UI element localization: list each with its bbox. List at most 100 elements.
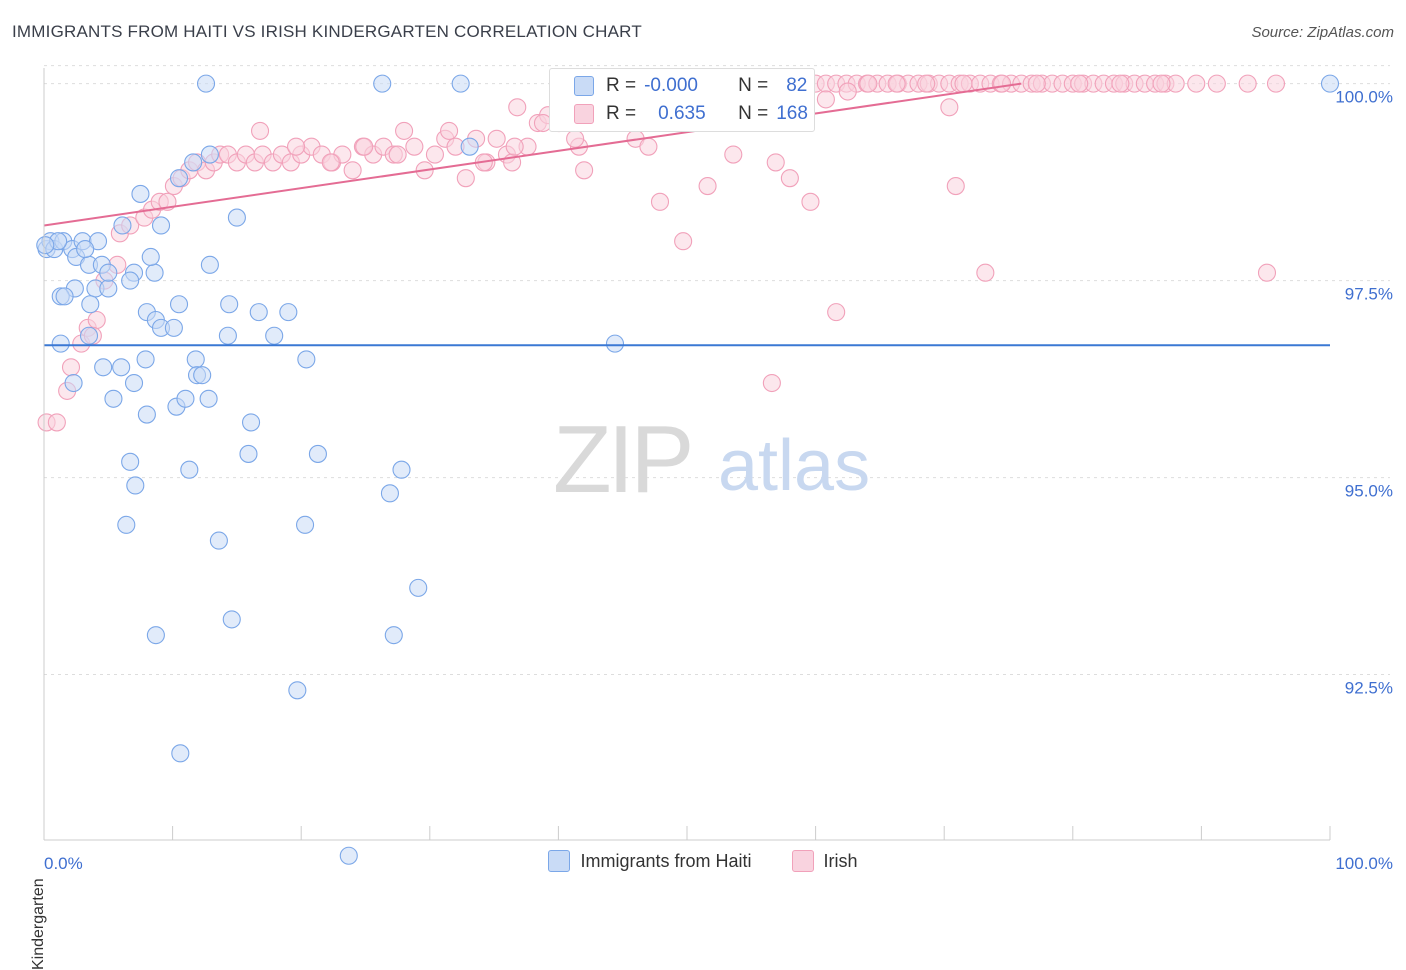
stats-swatch-haiti	[574, 76, 594, 96]
haiti-point	[121, 452, 140, 471]
source-label: Source: ZipAtlas.com	[1251, 24, 1394, 41]
irish-point	[674, 232, 693, 251]
haiti-point	[51, 334, 70, 353]
watermark-zip: ZIP	[553, 406, 690, 513]
haiti-point	[169, 295, 189, 314]
stats-r-value: -0.000	[644, 75, 698, 96]
haiti-point	[239, 444, 258, 463]
x-tick-label-min: 0.0%	[44, 854, 83, 873]
haiti-point	[460, 137, 479, 156]
haiti-point	[193, 366, 212, 385]
legend: Immigrants from Haiti Irish	[0, 850, 1406, 872]
haiti-point	[81, 295, 100, 314]
haiti-point	[218, 326, 237, 345]
stats-swatch-irish	[574, 104, 594, 124]
stats-n-label: N =	[738, 75, 769, 96]
watermark-atlas: atlas	[718, 426, 870, 506]
legend-swatch-haiti	[548, 850, 571, 872]
stats-r-label: R =	[606, 75, 637, 96]
legend-label-haiti: Immigrants from Haiti	[580, 850, 752, 871]
haiti-point	[296, 515, 315, 534]
irish-point	[993, 74, 1012, 93]
haiti-point	[222, 610, 241, 629]
haiti-point	[151, 216, 171, 235]
irish-point	[61, 358, 81, 377]
y-tick-label: 92.5%	[1345, 679, 1393, 698]
irish-point	[940, 98, 959, 117]
haiti-point	[605, 334, 625, 353]
irish-point	[1070, 74, 1089, 93]
irish-point	[405, 137, 424, 156]
irish-point	[395, 121, 414, 140]
haiti-point	[76, 240, 95, 259]
haiti-point	[227, 208, 246, 227]
irish-point	[1187, 74, 1206, 93]
haiti-point	[79, 326, 99, 345]
y-tick-label: 100.0%	[1335, 88, 1393, 107]
legend-item-haiti[interactable]: Immigrants from Haiti	[548, 850, 752, 872]
irish-point	[724, 145, 743, 164]
haiti-point	[451, 74, 470, 93]
haiti-point	[117, 515, 136, 534]
irish-point	[917, 74, 936, 93]
stats-n-label: N =	[738, 103, 769, 124]
irish-point	[1207, 74, 1226, 93]
haiti-point	[1320, 74, 1340, 93]
haiti-point	[265, 326, 284, 345]
haiti-point	[409, 578, 428, 597]
haiti-point	[55, 287, 74, 306]
haiti-point	[104, 389, 123, 408]
stats-row-haiti: R = -0.000 N = 82	[550, 72, 807, 100]
irish-point	[1152, 74, 1171, 93]
haiti-point	[241, 413, 261, 432]
haiti-point	[279, 303, 298, 322]
irish-point	[816, 90, 835, 109]
haiti-point	[113, 216, 132, 235]
irish-point	[440, 121, 459, 140]
stats-box: R = -0.000 N = 82 R = 0.635 N = 168	[549, 68, 815, 132]
haiti-point	[184, 153, 203, 172]
haiti-point	[220, 295, 239, 314]
haiti-point	[384, 626, 403, 645]
haiti-point	[380, 484, 399, 503]
stats-n-value: 82	[786, 75, 808, 96]
irish-point	[827, 303, 846, 322]
haiti-point	[171, 744, 190, 763]
irish-point	[1027, 74, 1046, 93]
haiti-point	[196, 74, 216, 93]
irish-point	[343, 161, 362, 180]
irish-point	[87, 310, 106, 330]
haiti-point	[36, 236, 55, 255]
irish-point	[766, 153, 785, 172]
irish-point	[976, 263, 995, 282]
irish-point	[698, 177, 717, 196]
haiti-point	[64, 373, 83, 393]
irish-point	[425, 145, 444, 164]
irish-point	[838, 82, 857, 101]
legend-item-irish[interactable]: Irish	[791, 850, 858, 872]
haiti-point	[373, 74, 392, 93]
haiti-point	[141, 247, 160, 267]
irish-point	[388, 145, 407, 164]
haiti-point	[164, 318, 183, 337]
irish-point	[250, 121, 270, 140]
irish-point	[1111, 74, 1130, 93]
haiti-point	[136, 350, 155, 369]
irish-point	[650, 192, 670, 211]
haiti-point	[249, 303, 268, 322]
haiti-point	[146, 626, 165, 645]
haiti-point	[180, 460, 199, 479]
irish-point	[780, 169, 799, 188]
haiti-point	[209, 531, 228, 550]
stats-r-value: 0.635	[658, 103, 706, 124]
irish-point	[1238, 74, 1257, 93]
haiti-point	[308, 444, 327, 463]
haiti-point	[94, 358, 113, 377]
y-axis-label: Kindergarten	[30, 878, 47, 970]
haiti-point	[186, 350, 205, 369]
haiti-point	[124, 373, 144, 393]
x-tick-label-max: 100.0%	[1335, 854, 1393, 873]
legend-swatch-irish	[791, 850, 814, 872]
haiti-point	[131, 184, 150, 203]
irish-point	[575, 161, 594, 180]
